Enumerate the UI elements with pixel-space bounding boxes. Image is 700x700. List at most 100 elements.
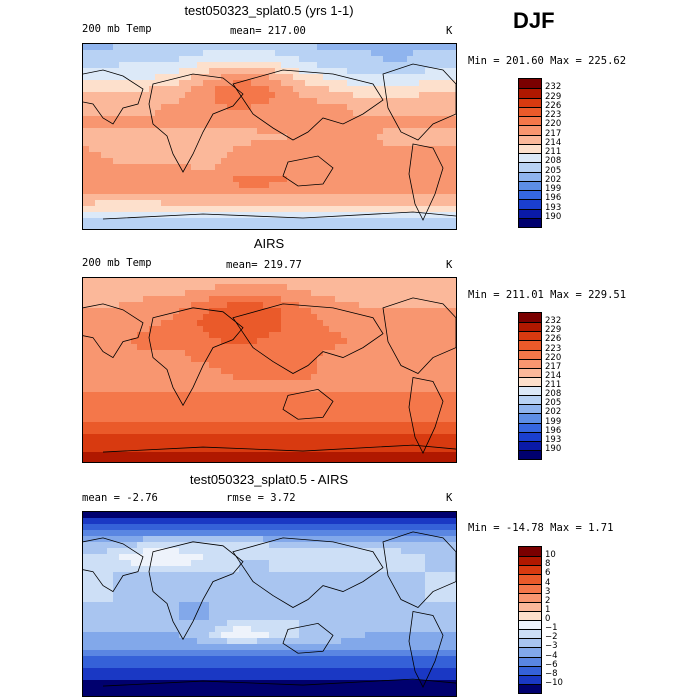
field-cell — [359, 584, 366, 591]
field-cell — [335, 596, 342, 603]
field-cell — [275, 404, 282, 411]
field-cell — [335, 134, 342, 141]
field-cell — [431, 386, 438, 393]
field-cell — [359, 68, 366, 75]
field-cell — [341, 188, 348, 195]
field-cell — [353, 434, 360, 441]
field-cell — [107, 146, 114, 153]
field-cell — [299, 74, 306, 81]
field-cell — [359, 434, 366, 441]
field-cell — [167, 578, 174, 585]
field-cell — [113, 218, 120, 225]
field-cell — [113, 512, 120, 519]
field-cell — [275, 218, 282, 225]
field-cell — [137, 212, 144, 219]
field-cell — [395, 92, 402, 99]
field-cell — [143, 404, 150, 411]
field-cell — [269, 218, 276, 225]
coastline — [102, 444, 456, 453]
field-cell — [443, 524, 450, 531]
field-cell — [365, 530, 372, 537]
field-cell — [89, 332, 96, 339]
field-cell — [335, 140, 342, 147]
field-cell — [401, 320, 408, 327]
field-cell — [257, 572, 264, 579]
field-cell — [239, 320, 246, 327]
field-cell — [83, 110, 90, 117]
field-cell — [257, 224, 264, 229]
field-cell — [119, 590, 126, 597]
field-cell — [281, 62, 288, 69]
field-cell — [431, 212, 438, 219]
field-cell — [275, 44, 282, 51]
field-cell — [89, 398, 96, 405]
field-cell — [359, 152, 366, 159]
field-cell — [173, 284, 180, 291]
field-cell — [155, 362, 162, 369]
field-cell — [257, 158, 264, 165]
field-cell — [197, 572, 204, 579]
field-cell — [143, 170, 150, 177]
field-cell — [293, 320, 300, 327]
colorbar-swatch — [519, 358, 541, 368]
field-cell — [347, 308, 354, 315]
field-cell — [149, 206, 156, 213]
field-cell — [311, 158, 318, 165]
field-cell — [407, 314, 414, 321]
field-cell — [395, 566, 402, 573]
field-cell — [299, 86, 306, 93]
field-cell — [365, 332, 372, 339]
field-cell — [353, 290, 360, 297]
field-cell — [341, 344, 348, 351]
field-cell — [221, 350, 228, 357]
field-cell — [425, 572, 432, 579]
field-cell — [449, 422, 456, 429]
field-cell — [353, 338, 360, 345]
field-cell — [431, 278, 438, 285]
field-cell — [389, 296, 396, 303]
field-cell — [209, 374, 216, 381]
field-cell — [197, 386, 204, 393]
field-cell — [107, 578, 114, 585]
field-cell — [137, 566, 144, 573]
field-cell — [401, 368, 408, 375]
field-cell — [269, 146, 276, 153]
field-cell — [413, 380, 420, 387]
field-cell — [275, 422, 282, 429]
field-cell — [425, 518, 432, 525]
field-cell — [323, 458, 330, 462]
field-cell — [263, 212, 270, 219]
field-cell — [227, 572, 234, 579]
field-cell — [317, 548, 324, 555]
field-cell — [275, 320, 282, 327]
field-cell — [179, 410, 186, 417]
field-cell — [449, 338, 456, 345]
field-cell — [197, 410, 204, 417]
field-cell — [311, 458, 318, 462]
field-cell — [287, 410, 294, 417]
field-cell — [143, 350, 150, 357]
field-cell — [263, 596, 270, 603]
field-cell — [383, 362, 390, 369]
field-cell — [437, 578, 444, 585]
field-cell — [443, 452, 450, 459]
field-cell — [191, 416, 198, 423]
field-cell — [395, 536, 402, 543]
field-cell — [269, 314, 276, 321]
field-cell — [353, 398, 360, 405]
field-cell — [431, 116, 438, 123]
field-cell — [431, 590, 438, 597]
field-cell — [431, 122, 438, 129]
field-cell — [383, 278, 390, 285]
field-cell — [107, 200, 114, 207]
field-cell — [155, 92, 162, 99]
field-cell — [215, 218, 222, 225]
field-cell — [389, 314, 396, 321]
field-cell — [173, 188, 180, 195]
field-cell — [251, 320, 258, 327]
field-cell — [89, 74, 96, 81]
field-cell — [185, 434, 192, 441]
field-cell — [449, 218, 456, 225]
field-cell — [335, 440, 342, 447]
field-cell — [167, 398, 174, 405]
